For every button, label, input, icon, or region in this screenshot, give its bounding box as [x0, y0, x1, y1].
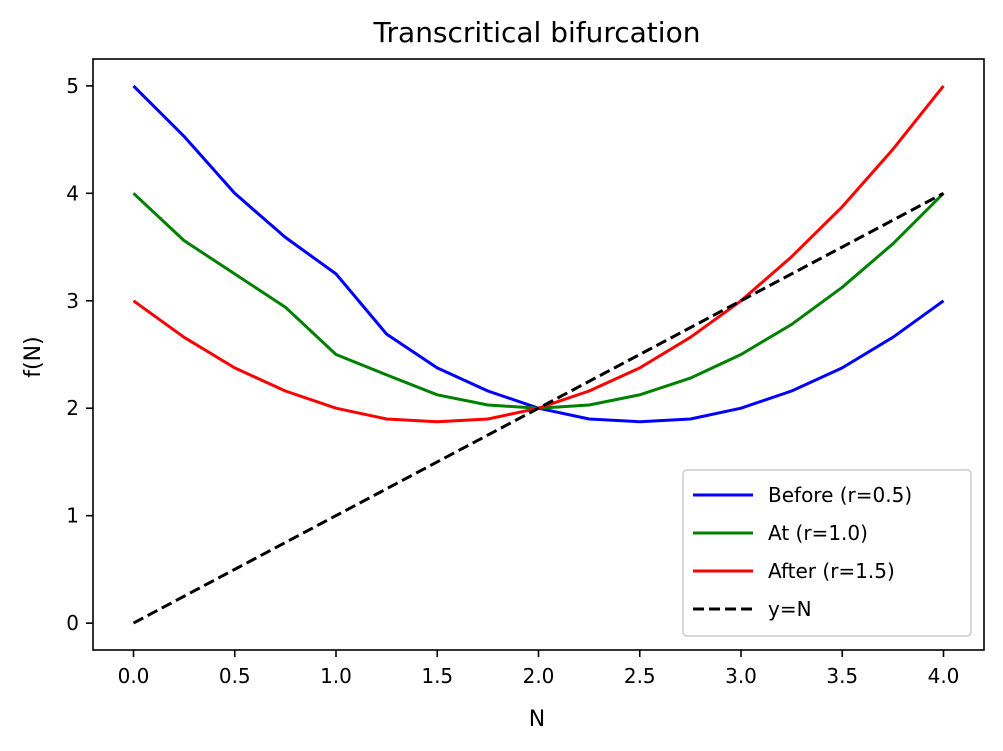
series-line-1: [132, 84, 945, 424]
x-tick-label: 3.0: [725, 664, 757, 688]
legend-label: y=N: [768, 597, 812, 621]
x-tick-label: 0.0: [118, 664, 150, 688]
legend: Before (r=0.5) At (r=1.0) After (r=1.5) y=N: [682, 469, 972, 637]
chart-title: Transcritical bifurcation: [373, 16, 701, 49]
legend-label: At (r=1.0): [768, 521, 868, 545]
series-layer: [132, 84, 945, 625]
y-axis: 0 1 2 3 4 5: [66, 74, 93, 635]
y-tick-label: 1: [66, 504, 79, 528]
y-tick-label: 0: [66, 611, 79, 635]
y-tick-label: 5: [66, 74, 79, 98]
y-tick-label: 4: [66, 181, 79, 205]
x-tick-label: 4.0: [928, 664, 960, 688]
legend-label: Before (r=0.5): [768, 483, 912, 507]
x-tick-label: 3.5: [826, 664, 858, 688]
x-axis: 0.0 0.5 1.0 1.5 2.0 2.5 3.0 3.5 4.0: [118, 650, 960, 688]
series-line-4: [132, 191, 945, 625]
legend-label: After (r=1.5): [768, 559, 895, 583]
y-tick-label: 2: [66, 396, 79, 420]
legend-box: [682, 469, 972, 637]
x-tick-label: 0.5: [219, 664, 251, 688]
y-tick-label: 3: [66, 289, 79, 313]
y-axis-label: f(N): [21, 336, 46, 377]
series-line-3: [132, 84, 945, 424]
x-tick-label: 2.0: [523, 664, 555, 688]
x-tick-label: 1.5: [421, 664, 453, 688]
x-tick-label: 2.5: [624, 664, 656, 688]
x-axis-label: N: [529, 707, 545, 732]
x-tick-label: 1.0: [320, 664, 352, 688]
